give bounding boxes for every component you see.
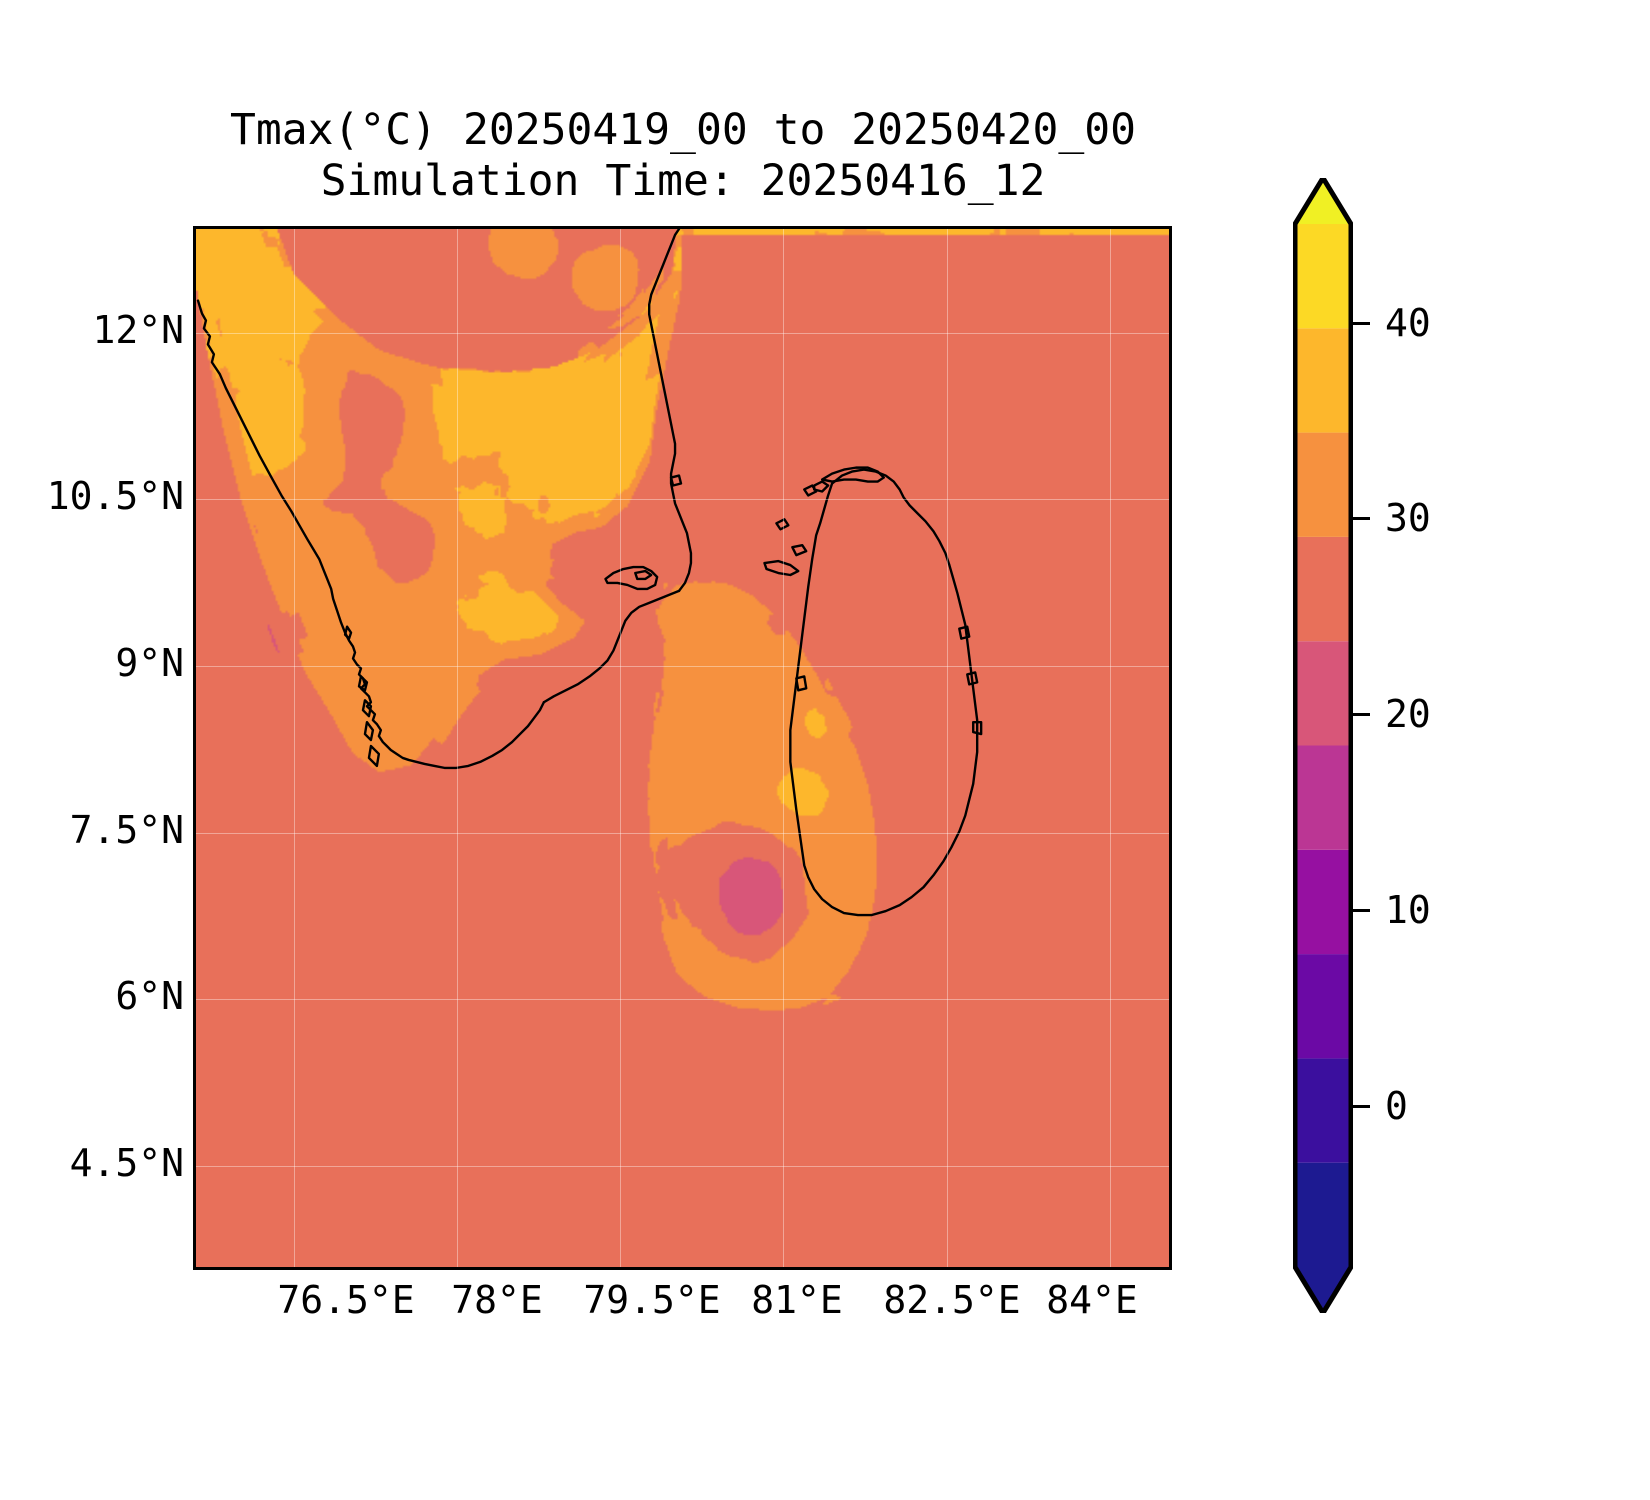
xtick-label-4: 82.5°E [883, 1278, 1021, 1322]
ytick-label-0: 12°N [92, 308, 184, 352]
colorbar-band [1295, 536, 1351, 642]
colorbar-tick-label-40: 40 [1385, 301, 1431, 345]
xtick-label-1: 78°E [451, 1278, 543, 1322]
colorbar-tick-label-10: 10 [1385, 888, 1431, 932]
colorbar-tick-mark-10 [1353, 909, 1370, 912]
ytick-label-2: 9°N [115, 641, 184, 685]
colorbar-tick-mark-0 [1353, 1105, 1370, 1108]
colorbar-tick-mark-20 [1353, 713, 1370, 716]
colorbar-tick-mark-40 [1353, 322, 1370, 325]
colorbar-outline [1293, 178, 1353, 1313]
colorbar [1293, 178, 1353, 1313]
ytick-label-4: 6°N [115, 974, 184, 1018]
xtick-label-2: 79.5°E [583, 1278, 721, 1322]
colorbar-band [1295, 1058, 1351, 1163]
colorbar-tick-label-20: 20 [1385, 692, 1431, 736]
colorbar-tick-mark-30 [1353, 517, 1370, 520]
colorbar-tick-label-30: 30 [1385, 496, 1431, 540]
temperature-contour-canvas [196, 229, 1169, 1267]
colorbar-band [1295, 1162, 1351, 1313]
colorbar-band [1295, 745, 1351, 850]
xtick-label-3: 81°E [751, 1278, 843, 1322]
ytick-label-3: 7.5°N [69, 808, 184, 852]
map-plot-area [193, 226, 1172, 1270]
colorbar-band [1295, 224, 1351, 329]
title-line-2: Simulation Time: 20250416_12 [320, 155, 1046, 206]
xtick-label-5: 84°E [1046, 1278, 1138, 1322]
colorbar-band [1295, 849, 1351, 955]
title-line-1: Tmax(°C) 20250419_00 to 20250420_00 [229, 105, 1137, 155]
contour-field [196, 229, 1169, 1267]
colorbar-tick-label-0: 0 [1385, 1084, 1408, 1128]
colorbar-band [1295, 641, 1351, 746]
colorbar-swatches [1293, 178, 1353, 1313]
colorbar-band [1295, 328, 1351, 433]
page-title: Tmax(°C) 20250419_00 to 20250420_00 Simu… [193, 105, 1173, 206]
colorbar-band [1295, 432, 1351, 537]
ytick-label-1: 10.5°N [46, 474, 184, 518]
xtick-label-0: 76.5°E [277, 1278, 415, 1322]
colorbar-band [1295, 954, 1351, 1059]
ytick-label-5: 4.5°N [69, 1141, 184, 1185]
